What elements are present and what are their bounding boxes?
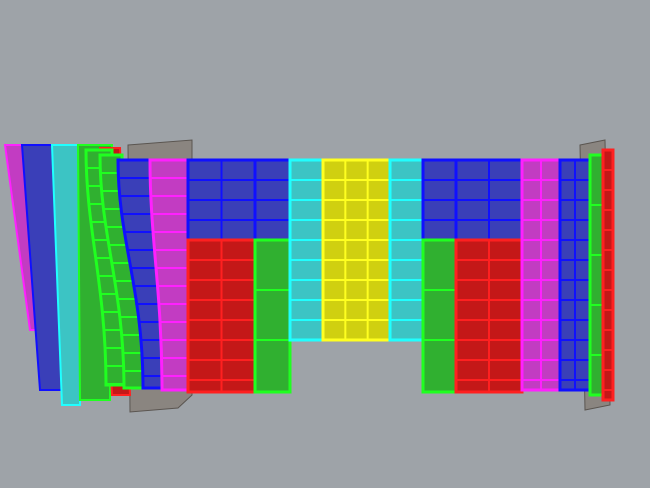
panel-column-7-cyan	[388, 158, 425, 342]
panel-column-13-red	[601, 148, 615, 402]
panel-column-8-green	[421, 238, 458, 394]
panel-column-6-yellow	[321, 158, 392, 342]
panel-column-5-cyan	[288, 158, 325, 342]
left-strip-cyan	[50, 144, 84, 406]
panel-column-4-green	[253, 238, 292, 394]
